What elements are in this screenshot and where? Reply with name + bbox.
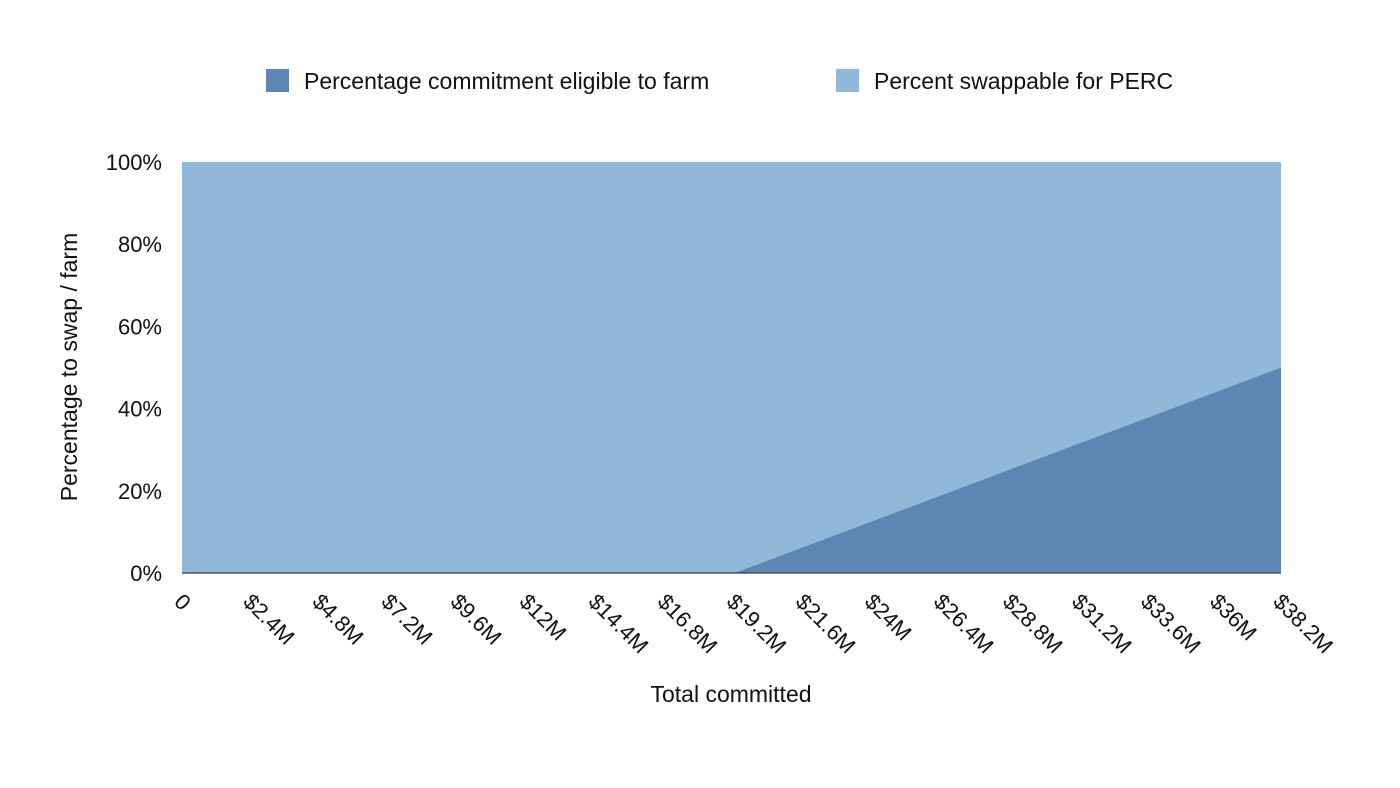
x-tick-label: $12M: [515, 589, 572, 646]
x-tick-label: $7.2M: [377, 589, 438, 650]
y-tick-label: 80%: [118, 232, 162, 257]
legend: Percentage commitment eligible to farm P…: [266, 68, 1173, 94]
x-tick-label: $28.8M: [998, 589, 1068, 659]
x-axis: 0 $2.4M $4.8M $7.2M $9.6M $12M $14.4M $16.8M $19…: [169, 589, 1338, 659]
y-tick-label: 0%: [130, 561, 162, 586]
x-tick-label: $16.8M: [653, 589, 723, 659]
legend-label-farm: Percentage commitment eligible to farm: [304, 68, 709, 94]
plot-area: [182, 162, 1281, 574]
x-axis-title: Total committed: [650, 681, 811, 707]
x-tick-label: $26.4M: [929, 589, 999, 659]
x-tick-label: $36M: [1205, 589, 1262, 646]
x-tick-label: $4.8M: [308, 589, 369, 650]
y-tick-label: 60%: [118, 314, 162, 339]
y-tick-label: 20%: [118, 479, 162, 504]
y-tick-label: 100%: [106, 150, 162, 175]
x-tick-label: $19.2M: [722, 589, 792, 659]
x-tick-label: $38.2M: [1268, 589, 1338, 659]
y-tick-label: 40%: [118, 397, 162, 422]
x-tick-label: $33.6M: [1136, 589, 1206, 659]
area-series-1: [182, 367, 1281, 573]
x-tick-label: 0: [169, 589, 195, 615]
y-axis-title: Percentage to swap / farm: [56, 233, 82, 501]
legend-label-swap: Percent swappable for PERC: [874, 68, 1173, 94]
y-axis: 0% 20% 40% 60% 80% 100%: [106, 150, 162, 586]
area-series-2: [182, 162, 1281, 573]
x-tick-label: $31.2M: [1067, 589, 1137, 659]
legend-swatch-swap: [836, 69, 859, 92]
x-tick-label: $14.4M: [584, 589, 654, 659]
x-tick-label: $9.6M: [446, 589, 507, 650]
x-tick-label: $24M: [860, 589, 917, 646]
x-tick-label: $21.6M: [791, 589, 861, 659]
legend-swatch-farm: [266, 69, 289, 92]
x-tick-label: $2.4M: [239, 589, 300, 650]
